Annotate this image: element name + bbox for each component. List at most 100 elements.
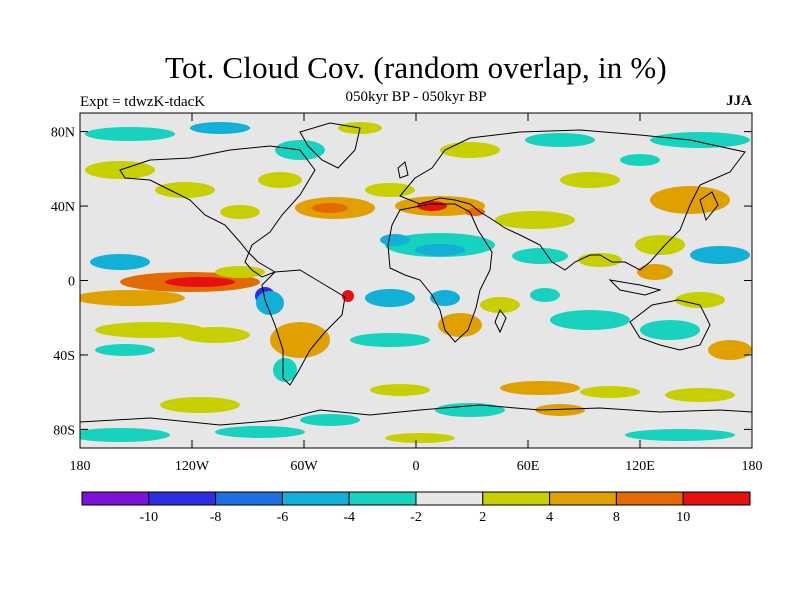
anomaly-region	[370, 384, 430, 396]
colorbar-swatch	[615, 491, 684, 506]
greenland	[299, 122, 361, 169]
anomaly-region	[708, 340, 752, 360]
anomaly-region	[620, 154, 660, 166]
colorbar-swatch	[281, 491, 350, 506]
anomaly-region	[635, 235, 685, 255]
colorbar-swatch	[215, 491, 283, 506]
colorbar-label: 10	[676, 510, 690, 525]
x-tick-label: 60W	[290, 459, 318, 474]
anomaly-region	[365, 289, 415, 307]
anomaly-region	[90, 254, 150, 270]
anomaly-region	[535, 404, 585, 416]
anomaly-region	[525, 133, 595, 147]
anomaly-region	[350, 333, 430, 347]
anomaly-region	[220, 205, 260, 219]
continent-eurasia	[399, 129, 746, 271]
y-tick-label: 40N	[51, 200, 75, 215]
anomaly-region	[270, 322, 330, 358]
colorbar-swatch	[148, 491, 217, 506]
anomaly-region	[500, 381, 580, 395]
anomaly-region	[690, 246, 750, 264]
anomaly-region	[273, 358, 297, 382]
anomaly-region	[385, 433, 455, 443]
anomaly-region	[435, 403, 505, 417]
anomaly-region	[480, 297, 520, 313]
colorbar-label: 2	[479, 510, 486, 525]
anomaly-region	[258, 172, 302, 188]
anomaly-region	[312, 203, 348, 213]
x-tick-label: 60E	[517, 459, 540, 474]
season-label: JJA	[726, 93, 752, 109]
anomaly-region	[85, 127, 175, 141]
island-madagascar	[494, 309, 507, 334]
anomaly-region	[380, 234, 410, 246]
anomaly-region	[430, 290, 460, 306]
colorbar-label: 8	[613, 510, 620, 525]
experiment-label: Expt = tdwzK-tdacK	[80, 94, 206, 110]
map-axes: 180 120W 60W 0 60E 120E 180 80N 40N 0 40S 80S	[51, 113, 763, 474]
continent-africa	[387, 203, 493, 343]
colorbar-label: -8	[210, 510, 222, 525]
colorbar-label: -4	[343, 510, 355, 525]
anomaly-region	[95, 322, 205, 338]
anomaly-region	[650, 186, 730, 214]
y-tick-label: 80S	[53, 423, 75, 438]
anomaly-region	[155, 182, 215, 198]
y-tick-label: 80N	[51, 126, 75, 141]
continent-north-america	[119, 145, 316, 278]
anomaly-region	[256, 291, 284, 315]
island-japan	[699, 191, 719, 222]
x-tick-label: 180	[70, 459, 91, 474]
colorbar-swatch	[682, 491, 751, 506]
colorbar-swatch	[549, 491, 617, 506]
anomaly-region	[365, 183, 415, 197]
anomaly-region	[215, 266, 265, 278]
anomaly-region	[415, 244, 465, 256]
anomaly-region	[190, 122, 250, 134]
island-uk	[397, 161, 409, 179]
anomaly-region	[180, 327, 250, 343]
colorbar-swatch	[348, 491, 417, 506]
anomaly-region	[95, 344, 155, 356]
continent-antarctica	[80, 404, 752, 426]
anomaly-region	[80, 428, 170, 442]
anomaly-region	[495, 211, 575, 229]
colorbar-swatch	[415, 491, 484, 506]
x-tick-label: 0	[413, 459, 420, 474]
colorbar-label: -10	[139, 510, 158, 525]
colorbar-swatch	[81, 491, 150, 506]
anomaly-region	[160, 397, 240, 413]
anomaly-region	[300, 414, 360, 426]
colorbar-label: 4	[546, 510, 553, 525]
anomaly-region	[640, 320, 700, 340]
cloud-anomaly-field	[80, 122, 752, 443]
x-tick-label: 120W	[175, 459, 210, 474]
x-tick-label: 180	[742, 459, 763, 474]
anomaly-region	[625, 429, 735, 441]
anomaly-region	[165, 277, 235, 287]
anomaly-region	[650, 132, 750, 148]
anomaly-region	[637, 264, 673, 280]
anomaly-region	[512, 248, 568, 264]
anomaly-region	[438, 313, 482, 337]
colorbar-label: -6	[277, 510, 289, 525]
coastlines	[80, 122, 752, 426]
y-tick-label: 0	[68, 275, 75, 290]
anomaly-region	[440, 142, 500, 158]
chart-subtitle: 050kyr BP - 050kyr BP	[345, 89, 487, 105]
anomaly-region	[80, 290, 185, 306]
anomaly-region	[578, 253, 622, 267]
anomaly-region	[550, 310, 630, 330]
anomaly-region	[580, 386, 640, 398]
island-indonesia	[608, 279, 662, 296]
colorbar: -10 -8 -6 -4 -2 2 4 8 10	[81, 491, 751, 525]
anomaly-region	[675, 292, 725, 308]
x-tick-label: 120E	[625, 459, 655, 474]
anomaly-region	[465, 208, 485, 216]
anomaly-region	[560, 172, 620, 188]
y-tick-label: 40S	[53, 349, 75, 364]
anomaly-region	[665, 388, 735, 402]
continent-south-america	[261, 269, 346, 386]
chart-title: Tot. Cloud Cov. (random overlap, in %)	[165, 50, 667, 85]
